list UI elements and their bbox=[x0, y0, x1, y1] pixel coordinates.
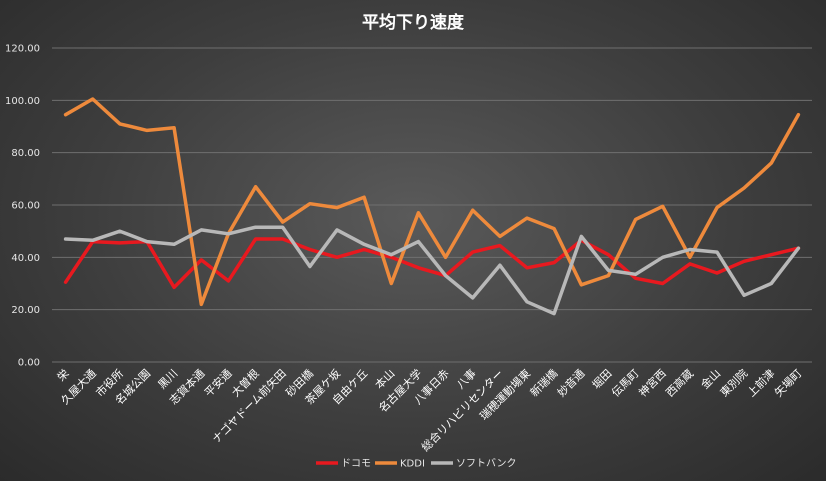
x-tick-label: 妙音通 bbox=[554, 366, 587, 399]
x-tick-label: 神宮西 bbox=[636, 366, 669, 399]
legend-label: KDDI bbox=[400, 459, 425, 470]
y-tick-label: 0.00 bbox=[18, 358, 40, 369]
x-tick-label: 西高蔵 bbox=[663, 366, 696, 399]
x-tick-label: 東別院 bbox=[717, 366, 750, 399]
series-lines bbox=[63, 97, 801, 316]
legend-label: ドコモ bbox=[341, 459, 371, 470]
y-tick-label: 20.00 bbox=[11, 305, 40, 316]
y-tick-label: 80.00 bbox=[11, 148, 40, 159]
y-tick-label: 40.00 bbox=[11, 253, 40, 264]
legend-label: ソフトバンク bbox=[456, 458, 517, 470]
series-line-2 bbox=[63, 225, 801, 316]
series-line-0 bbox=[63, 237, 801, 290]
x-tick-label: 伝馬町 bbox=[609, 367, 642, 400]
series-line-1 bbox=[63, 97, 801, 307]
x-tick-label: 栄 bbox=[54, 366, 72, 384]
y-tick-label: 120.00 bbox=[5, 44, 40, 55]
legend: ドコモ KDDI ソフトバンク bbox=[316, 458, 517, 470]
chart-title: 平均下り速度 bbox=[362, 12, 465, 33]
y-axis-ticks: 0.00 20.00 40.00 60.00 80.00 100.00 120.00 bbox=[5, 44, 40, 369]
gridlines bbox=[52, 47, 812, 363]
y-tick-label: 100.00 bbox=[5, 96, 40, 107]
x-tick-label: 矢場町 bbox=[771, 366, 804, 399]
x-tick-label: 上前津 bbox=[744, 366, 777, 399]
x-tick-label: 平安通 bbox=[201, 366, 234, 399]
x-tick-label: 新瑞橋 bbox=[527, 366, 560, 399]
y-tick-label: 60.00 bbox=[11, 201, 40, 212]
